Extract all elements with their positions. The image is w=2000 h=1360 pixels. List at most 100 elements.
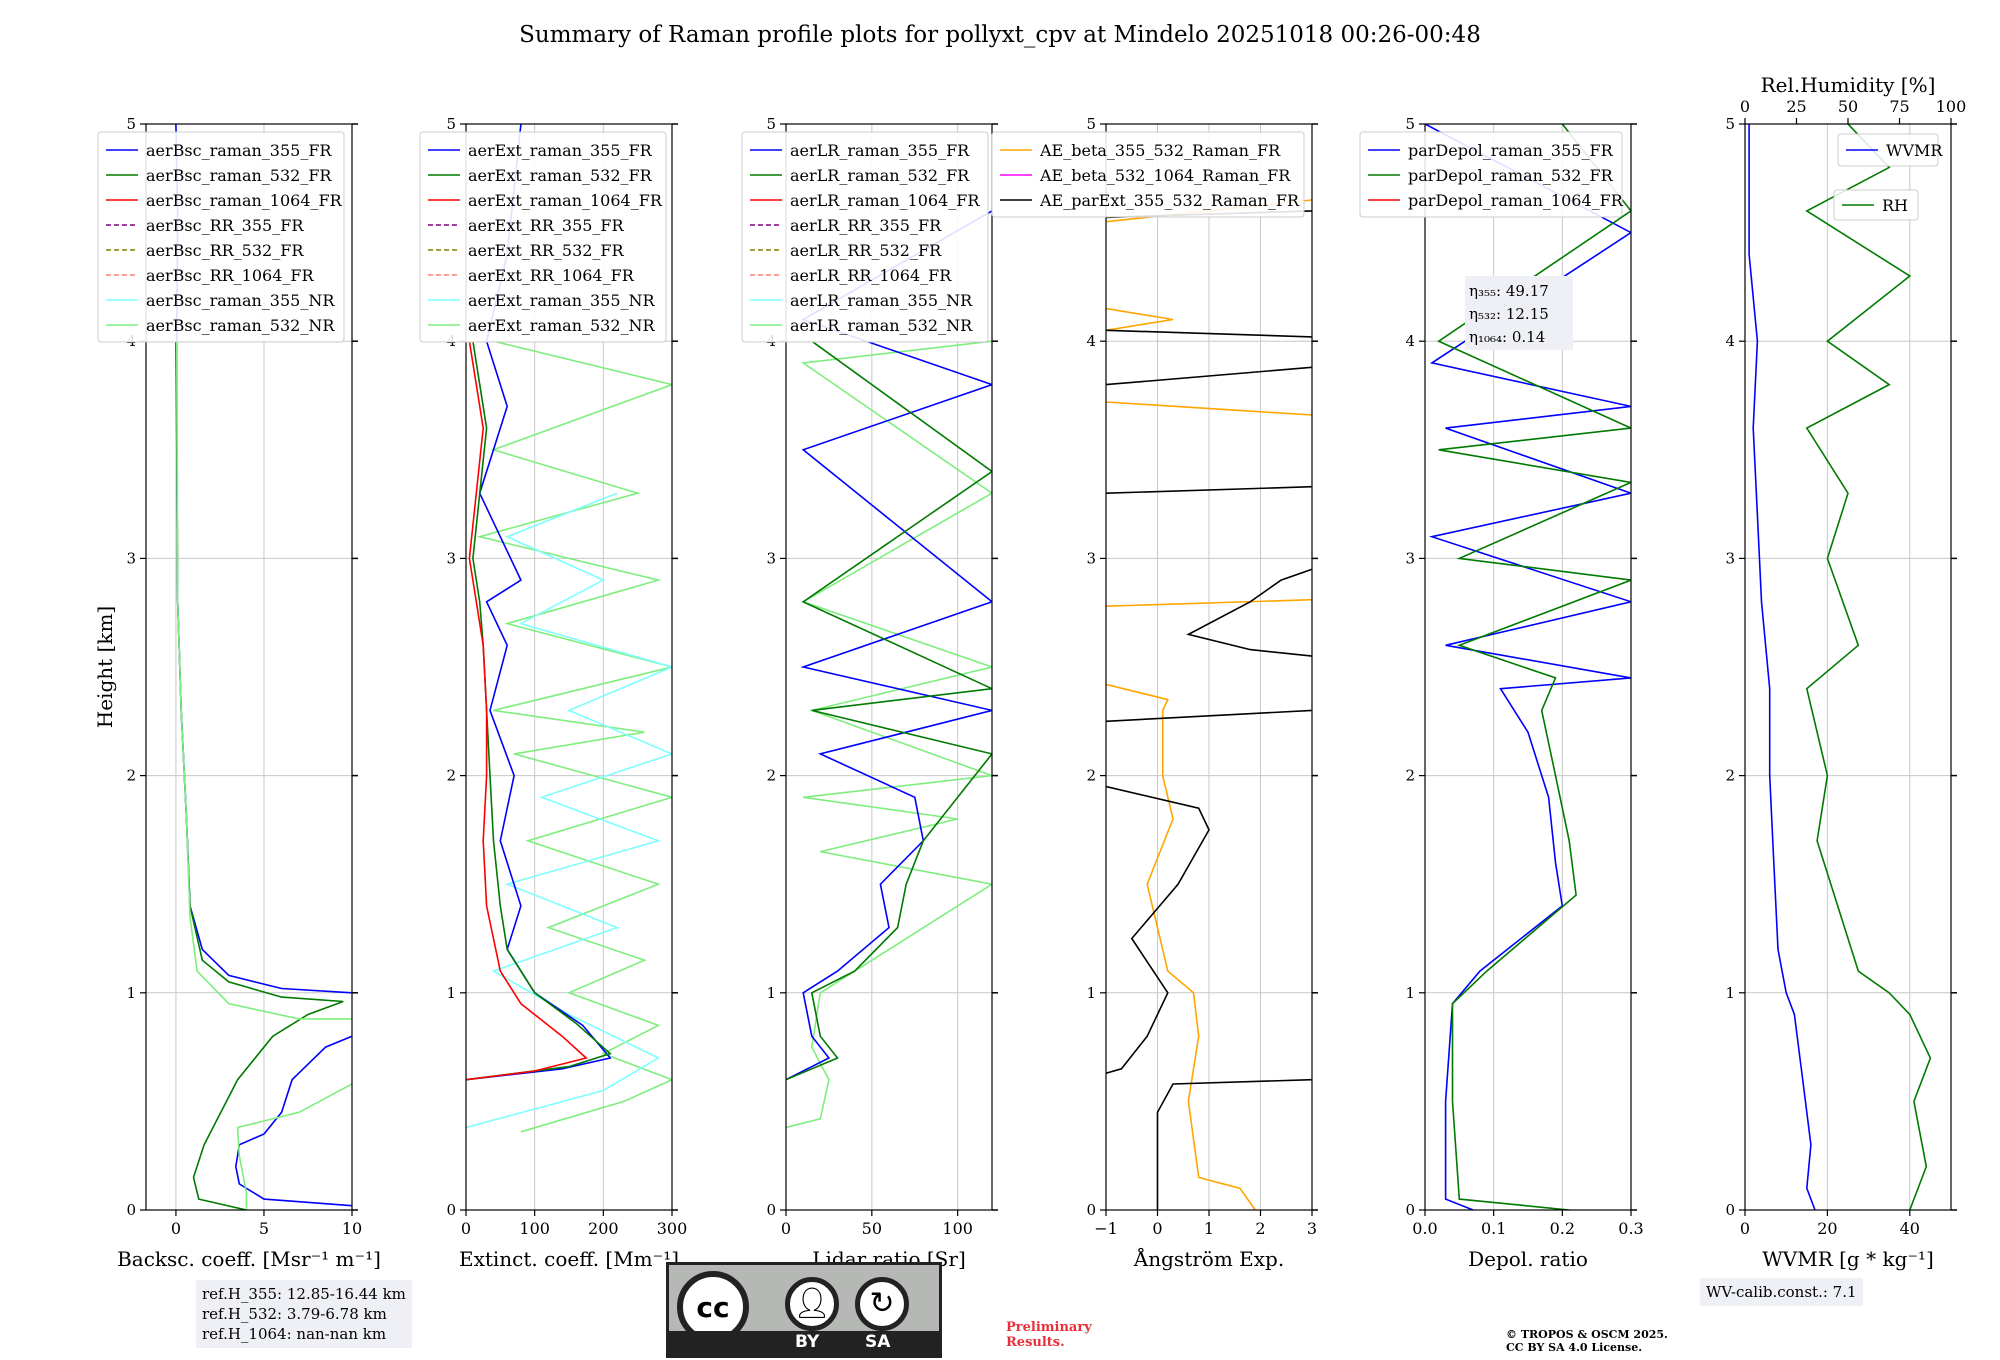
x-tick-label: 3 [1307, 1219, 1317, 1238]
legend-label: aerLR_raman_355_NR [790, 291, 973, 310]
x-tick-label: 5 [259, 1219, 269, 1238]
series-AE_beta_355_532_Raman_FR [1106, 683, 1256, 1210]
x-tick-label: 300 [657, 1219, 688, 1238]
x-tick-label: 0 [171, 1219, 181, 1238]
eta-value: η₃₅₅: 49.17 [1469, 282, 1549, 300]
series-group [175, 124, 352, 1210]
series-aerExt_raman_355_FR [466, 124, 612, 1081]
series-AE_parExt_355_532_Raman_FR [1106, 709, 1312, 723]
x-axis-label: Backsc. coeff. [Msr⁻¹ m⁻¹] [117, 1247, 381, 1271]
legend-label: RH [1882, 196, 1908, 215]
y-tick-label: 2 [1086, 767, 1096, 785]
y-tick-label: 0 [446, 1201, 456, 1219]
legend-label: parDepol_raman_532_FR [1408, 166, 1614, 185]
top-axis-label: Rel.Humidity [%] [1761, 73, 1936, 97]
y-tick-label: 0 [126, 1201, 136, 1219]
x-tick-label: 0 [781, 1219, 791, 1238]
annotation-box [1465, 276, 1573, 350]
legend-label: aerBsc_RR_1064_FR [146, 266, 315, 285]
y-tick-label: 1 [1725, 984, 1735, 1002]
ref-height-1064: ref.H_1064: nan-nan km [202, 1325, 387, 1343]
top-tick-label: 0 [1740, 97, 1750, 116]
y-tick-label: 4 [1405, 332, 1415, 350]
y-tick-label: 1 [766, 984, 776, 1002]
legend-label: aerExt_RR_532_FR [468, 241, 625, 260]
y-tick-label: 2 [126, 767, 136, 785]
y-tick-label: 5 [1405, 115, 1415, 133]
y-tick-label: 4 [1725, 332, 1735, 350]
legend-label: aerBsc_raman_1064_FR [146, 191, 343, 210]
series-AE_beta_355_532_Raman_FR [1106, 598, 1312, 607]
legend-label: aerBsc_RR_532_FR [146, 241, 304, 260]
x-axis-label: WVMR [g * kg⁻¹] [1762, 1247, 1934, 1271]
legend-label: aerExt_RR_1064_FR [468, 266, 635, 285]
copyright-line1: © TROPOS & OSCM 2025. [1506, 1328, 1668, 1341]
y-tick-label: 0 [1405, 1201, 1415, 1219]
legend-label: AE_beta_532_1064_Raman_FR [1039, 166, 1291, 185]
series-AE_parExt_355_532_Raman_FR [1106, 329, 1312, 338]
y-tick-label: 5 [1086, 115, 1096, 133]
legend-label: aerBsc_raman_355_FR [146, 141, 332, 160]
attribution-person-icon: 👤︎ [785, 1277, 839, 1331]
y-axis-label: Height [km] [93, 606, 117, 728]
y-tick-label: 1 [446, 984, 456, 1002]
panel-wv: 0 20 40 0 1 2 3 4 5 WVMR [g * kg⁻¹] 0 25 50 75 100Rel.… [1725, 73, 1966, 1271]
legend-label: aerLR_RR_355_FR [790, 216, 942, 235]
y-tick-label: 0 [766, 1201, 776, 1219]
x-tick-label: 0 [461, 1219, 471, 1238]
cc-license-bar [669, 1331, 939, 1355]
series-aerLR_raman_532_FR [786, 340, 992, 1081]
series-AE_parExt_355_532_Raman_FR [1156, 1078, 1312, 1210]
x-tick-label: 0 [1740, 1219, 1750, 1238]
series-group [1748, 124, 1932, 1210]
preliminary-line1: Preliminary [1006, 1320, 1092, 1335]
by-label: BY [795, 1332, 820, 1352]
legend-label: aerLR_RR_1064_FR [790, 266, 952, 285]
legend-box [1359, 131, 1623, 218]
x-axis-label: Ångström Exp. [1133, 1246, 1284, 1271]
reference-height-box: ref.H_355: 12.85-16.44 km ref.H_532: 3.7… [196, 1280, 412, 1348]
x-axis-label: Extinct. coeff. [Mm⁻¹] [459, 1247, 679, 1271]
legend-label: aerLR_raman_532_FR [790, 166, 970, 185]
y-tick-label: 5 [126, 115, 136, 133]
series-group [1425, 124, 1631, 1210]
y-tick-label: 3 [1086, 549, 1096, 567]
axes-frame [785, 123, 993, 1211]
series-AE_beta_355_532_Raman_FR [1106, 401, 1312, 416]
x-tick-label: 0.0 [1412, 1219, 1437, 1238]
series-group [466, 124, 672, 1133]
x-tick-label: 1 [1204, 1219, 1214, 1238]
y-tick-label: 2 [1405, 767, 1415, 785]
y-tick-label: 5 [766, 115, 776, 133]
eta-value: η₅₃₂: 12.15 [1469, 305, 1549, 323]
legend-label: aerExt_raman_532_FR [468, 166, 653, 185]
legend-label: AE_beta_355_532_Raman_FR [1039, 141, 1281, 160]
y-tick-label: 4 [1086, 332, 1096, 350]
y-tick-label: 2 [766, 767, 776, 785]
legend-label: aerBsc_raman_355_NR [146, 291, 335, 310]
legend-box [1837, 133, 1939, 167]
series-AE_parExt_355_532_Raman_FR [1106, 366, 1312, 386]
legend: aerLR_raman_355_FR aerLR_raman_532_FR aerL… [741, 131, 989, 343]
series-aerBsc_raman_532_NR [236, 1083, 352, 1210]
preliminary-line2: Results. [1006, 1335, 1065, 1350]
y-tick-label: 3 [1725, 549, 1735, 567]
x-tick-label: 0.1 [1481, 1219, 1506, 1238]
y-tick-label: 1 [1405, 984, 1415, 1002]
eta-value: η₁₀₆₄: 0.14 [1469, 328, 1545, 346]
y-tick-label: 0 [1086, 1201, 1096, 1219]
series-aerLR_raman_355_FR [786, 210, 992, 1081]
copyright-line2: CC BY SA 4.0 License. [1506, 1341, 1643, 1354]
x-tick-label: 20 [1817, 1219, 1837, 1238]
series-aerExt_raman_1064_FR [466, 341, 588, 1081]
legend-box [1833, 189, 1919, 221]
x-tick-label: 0.3 [1618, 1219, 1643, 1238]
legend-box [97, 131, 345, 343]
legend-label: WVMR [1886, 141, 1943, 160]
y-tick-label: 5 [1725, 115, 1735, 133]
legend: aerBsc_raman_355_FR aerBsc_raman_532_FRae… [97, 131, 345, 343]
cc-label: cc [696, 1291, 730, 1324]
y-tick-label: 3 [766, 549, 776, 567]
axes-frame [1424, 123, 1632, 1211]
